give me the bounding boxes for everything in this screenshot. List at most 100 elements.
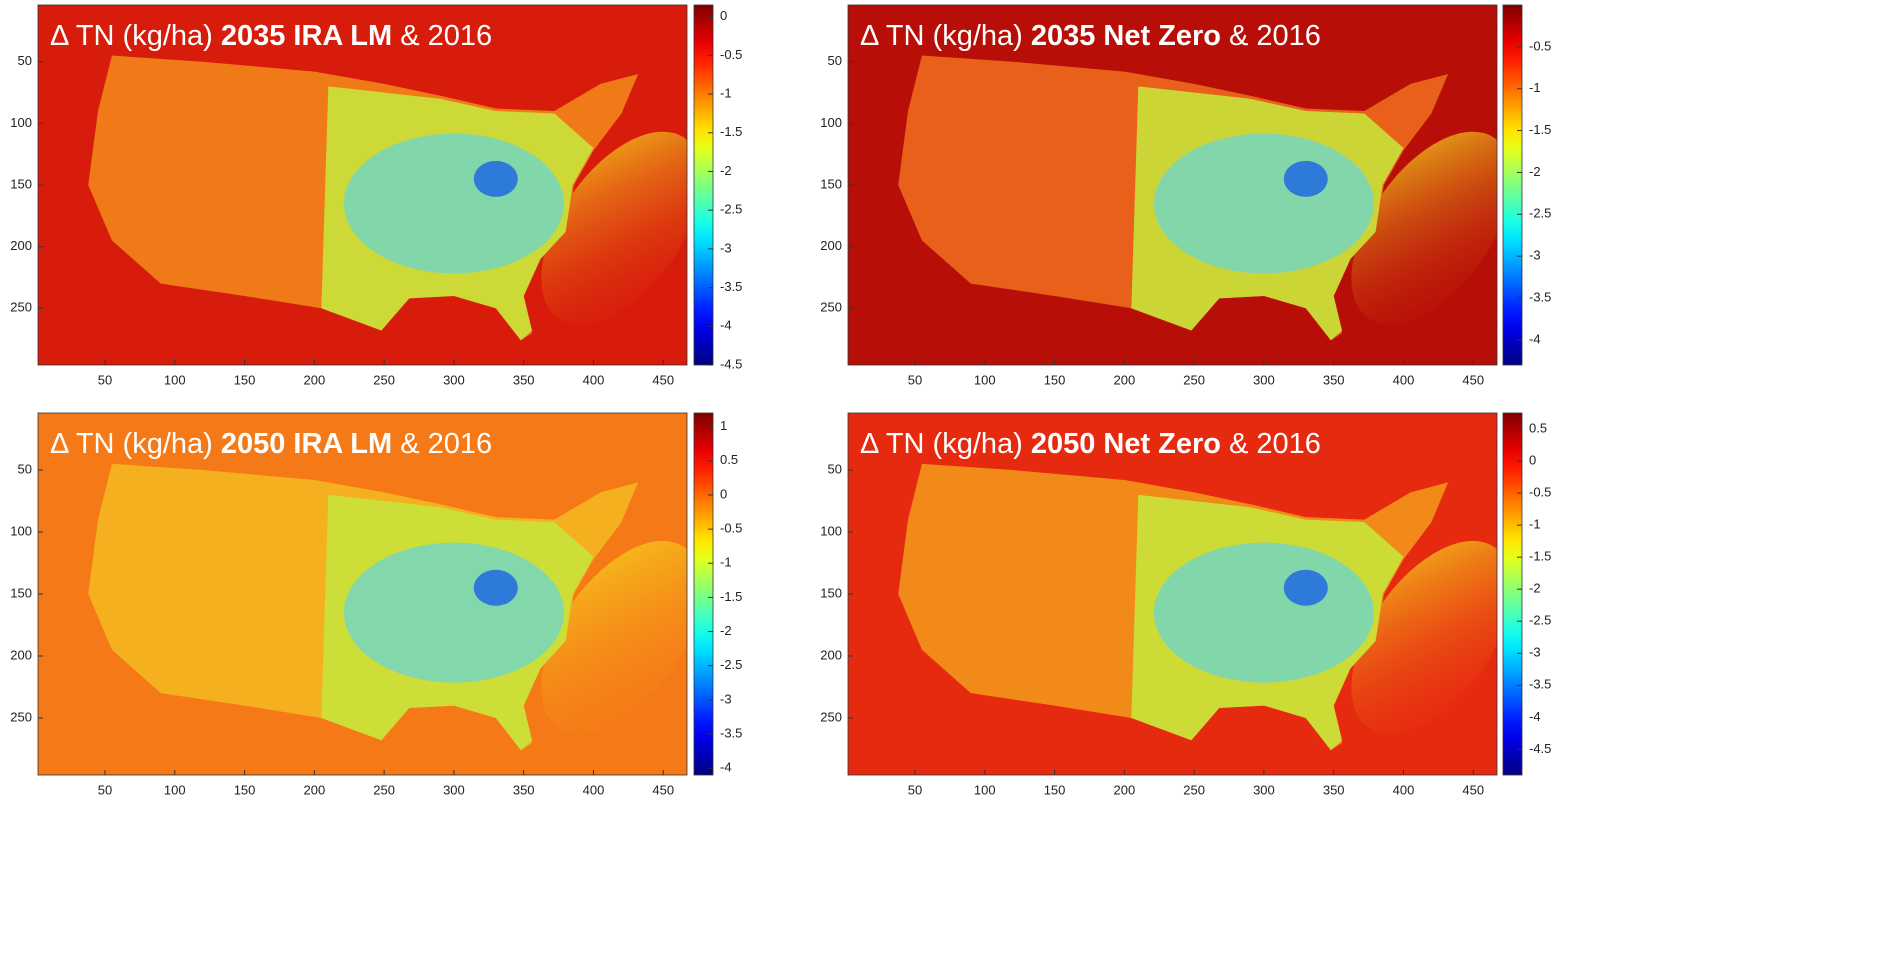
x-tick-label: 200 [303, 782, 325, 797]
y-tick-label: 100 [10, 523, 32, 538]
y-tick-label: 150 [10, 176, 32, 191]
colorbar-tick-label: -1.5 [1529, 122, 1551, 137]
title-part: & 2016 [1229, 428, 1321, 460]
colorbar-tick-label: -3 [1529, 645, 1541, 660]
low-core [473, 160, 518, 197]
colorbar-tick-label: -1.5 [720, 589, 742, 604]
x-tick-label: 150 [234, 372, 256, 387]
x-tick-label: 50 [98, 372, 112, 387]
x-tick-label: 300 [1253, 782, 1275, 797]
y-tick-label: 250 [820, 709, 842, 724]
heatmap [38, 413, 687, 775]
colorbar-tick-label: -3.5 [1529, 289, 1551, 304]
colorbar-tick-label: -3 [720, 691, 732, 706]
y-tick-label: 150 [10, 585, 32, 600]
y-tick-label: 150 [820, 585, 842, 600]
x-tick-label: 50 [98, 782, 112, 797]
x-tick-label: 350 [1323, 782, 1345, 797]
x-tick-label: 300 [1253, 372, 1275, 387]
x-tick-label: 150 [234, 782, 256, 797]
panel: Δ TN (kg/ha) 2035 IRA LM & 2016 50 100 150 200… [10, 4, 742, 387]
x-tick-label: 450 [1462, 372, 1484, 387]
low-region [343, 542, 564, 683]
title-part: 2050 IRA LM [221, 428, 392, 460]
atlantic-plume [541, 540, 687, 734]
y-tick-label: 100 [820, 523, 842, 538]
x-tick-label: 350 [513, 782, 535, 797]
low-region [1153, 133, 1374, 274]
y-tick-label: 100 [820, 115, 842, 130]
y-tick-label: 200 [10, 647, 32, 662]
colorbar-tick-label: -3 [720, 240, 732, 255]
panel: Δ TN (kg/ha) 2035 Net Zero & 2016 50 100 150 2… [820, 4, 1551, 387]
x-tick-label: 400 [583, 782, 605, 797]
x-tick-label: 150 [1044, 372, 1066, 387]
x-tick-label: 450 [1462, 782, 1484, 797]
colorbar-tick-label: -4 [1529, 709, 1541, 724]
colorbar-tick-label: -4 [720, 318, 732, 333]
colorbar-tick-label: -4 [720, 760, 732, 775]
colorbar-tick-label: 0.5 [720, 452, 738, 467]
x-tick-label: 100 [164, 372, 186, 387]
panel-title: Δ TN (kg/ha) 2050 IRA LM & 2016 [50, 428, 492, 460]
y-tick-label: 50 [828, 53, 842, 68]
x-tick-label: 50 [908, 372, 922, 387]
title-part: 2035 IRA LM [221, 20, 392, 52]
title-part: & 2016 [1229, 20, 1321, 52]
colorbar-tick-label: -1.5 [720, 124, 742, 139]
heatmap [38, 5, 687, 365]
colorbar [693, 4, 714, 366]
y-tick-label: 50 [18, 53, 32, 68]
x-tick-label: 200 [303, 372, 325, 387]
x-tick-label: 350 [513, 372, 535, 387]
title-part: Δ TN (kg/ha) [860, 20, 1023, 52]
x-tick-label: 250 [1183, 372, 1205, 387]
y-tick-label: 250 [10, 709, 32, 724]
atlantic-plume [1351, 540, 1497, 734]
x-tick-label: 250 [373, 372, 395, 387]
x-tick-label: 250 [1183, 782, 1205, 797]
x-tick-label: 300 [443, 782, 465, 797]
colorbar-tick-label: -2 [1529, 581, 1541, 596]
y-tick-label: 200 [820, 238, 842, 253]
low-core [1283, 569, 1328, 606]
low-core [1283, 160, 1328, 197]
colorbar-tick-label: -2 [1529, 164, 1541, 179]
x-tick-label: 100 [164, 782, 186, 797]
atlantic-plume [1351, 131, 1497, 325]
colorbar-tick-label: -2 [720, 623, 732, 638]
low-region [343, 133, 564, 274]
title-part: Δ TN (kg/ha) [50, 20, 213, 52]
colorbar-tick-label: -2.5 [1529, 206, 1551, 221]
colorbar-tick-label: 0 [720, 8, 727, 23]
colorbar-tick-label: -3.5 [720, 279, 742, 294]
colorbar-tick-label: -2.5 [720, 657, 742, 672]
colorbar-tick-label: -1 [720, 555, 732, 570]
colorbar-tick-label: -4.5 [1529, 741, 1551, 756]
y-tick-label: 200 [820, 647, 842, 662]
y-tick-label: 150 [820, 176, 842, 191]
heatmap [848, 5, 1497, 365]
colorbar-tick-label: 0.5 [1529, 420, 1547, 435]
x-tick-label: 400 [1393, 782, 1415, 797]
colorbar-tick-label: -0.5 [720, 521, 742, 536]
y-tick-label: 50 [18, 461, 32, 476]
x-tick-label: 200 [1113, 782, 1135, 797]
colorbar-tick-label: -3.5 [720, 725, 742, 740]
colorbar-tick-label: 1 [720, 418, 727, 433]
x-tick-label: 400 [583, 372, 605, 387]
x-tick-label: 400 [1393, 372, 1415, 387]
panel: Δ TN (kg/ha) 2050 Net Zero & 2016 50 100 150 2… [820, 412, 1551, 797]
x-tick-label: 450 [652, 782, 674, 797]
colorbar-tick-label: -3 [1529, 248, 1541, 263]
x-tick-label: 150 [1044, 782, 1066, 797]
heatmap [848, 413, 1497, 775]
y-tick-label: 250 [820, 300, 842, 315]
colorbar-tick-label: -1 [1529, 517, 1541, 532]
x-tick-label: 300 [443, 372, 465, 387]
title-part: & 2016 [400, 428, 492, 460]
x-tick-label: 50 [908, 782, 922, 797]
x-tick-label: 250 [373, 782, 395, 797]
